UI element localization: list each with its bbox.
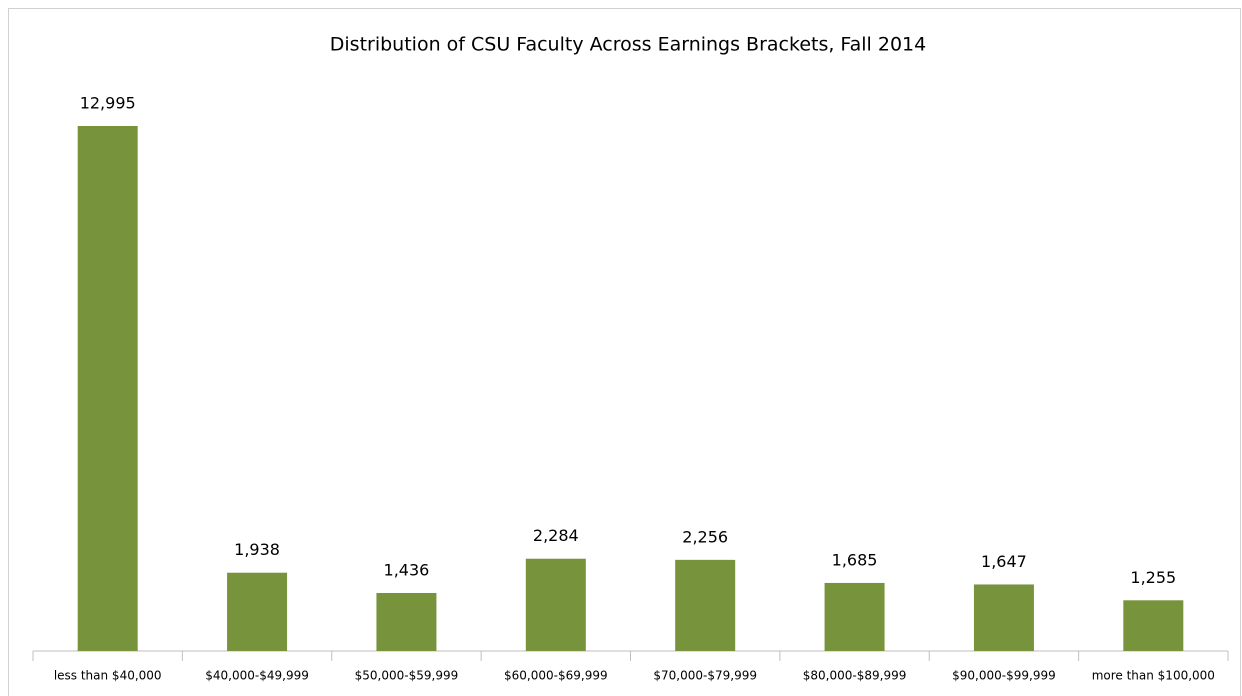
data-label: 2,256 bbox=[682, 527, 728, 546]
x-tick-label: $40,000-$49,999 bbox=[205, 669, 309, 683]
data-label: 1,436 bbox=[384, 560, 430, 579]
x-tick-label: $80,000-$89,999 bbox=[803, 669, 907, 683]
bar bbox=[525, 558, 586, 651]
x-tick-label: more than $100,000 bbox=[1092, 669, 1215, 683]
bar bbox=[824, 582, 885, 651]
data-label: 1,647 bbox=[981, 552, 1027, 571]
x-tick-label: less than $40,000 bbox=[54, 669, 162, 683]
data-label: 12,995 bbox=[80, 94, 136, 113]
bar bbox=[376, 592, 437, 651]
data-label: 1,685 bbox=[832, 550, 878, 569]
x-tick-label: $50,000-$59,999 bbox=[355, 669, 459, 683]
x-tick-label: $70,000-$79,999 bbox=[653, 669, 757, 683]
x-tick-label: $60,000-$69,999 bbox=[504, 669, 608, 683]
x-tick-label: $90,000-$99,999 bbox=[952, 669, 1056, 683]
bar bbox=[227, 572, 288, 651]
data-label: 1,255 bbox=[1130, 568, 1176, 587]
chart-title: Distribution of CSU Faculty Across Earni… bbox=[330, 34, 926, 56]
data-label: 1,938 bbox=[234, 540, 280, 559]
chart-frame bbox=[8, 8, 1241, 696]
bar bbox=[77, 126, 138, 651]
bar bbox=[973, 584, 1034, 651]
data-label: 2,284 bbox=[533, 526, 579, 545]
bar bbox=[675, 559, 736, 651]
bar bbox=[1123, 600, 1184, 651]
